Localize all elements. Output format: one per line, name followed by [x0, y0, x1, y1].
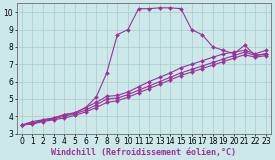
X-axis label: Windchill (Refroidissement éolien,°C): Windchill (Refroidissement éolien,°C)	[51, 148, 236, 156]
